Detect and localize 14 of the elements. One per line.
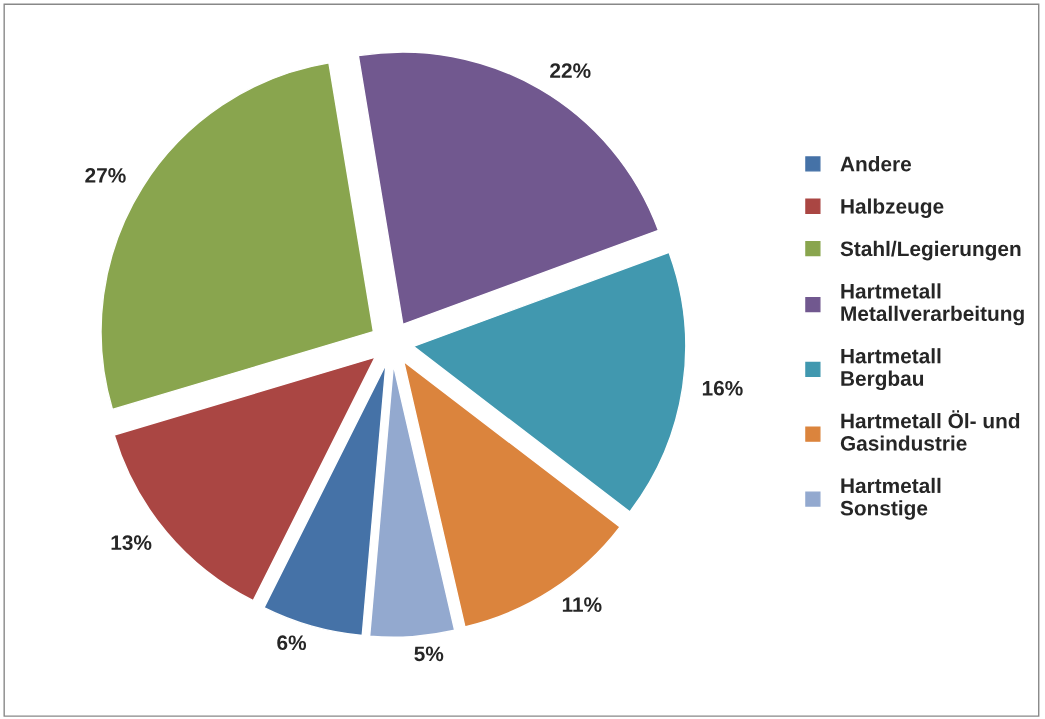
data-label: 27% — [85, 168, 126, 183]
legend-label: Stahl/Legierungen — [840, 240, 1021, 261]
data-label: 6% — [277, 635, 307, 651]
legend-label: Hartmetall Öl- und Gasindustrie — [840, 410, 1020, 451]
data-label: 22% — [550, 63, 591, 79]
data-label: 11% — [562, 597, 602, 612]
legend-label: Andere — [840, 156, 912, 172]
legend-label: Hartmetall Metallverarbeitung — [841, 283, 1024, 326]
legend-label: Hartmetall Sonstige — [840, 477, 941, 520]
data-label: 13% — [111, 535, 152, 551]
data-label: 5% — [414, 646, 444, 662]
data-label: 16% — [702, 380, 743, 396]
legend-label: Hartmetall Bergbau — [841, 348, 941, 391]
legend-label: Halbzeuge — [841, 198, 944, 218]
